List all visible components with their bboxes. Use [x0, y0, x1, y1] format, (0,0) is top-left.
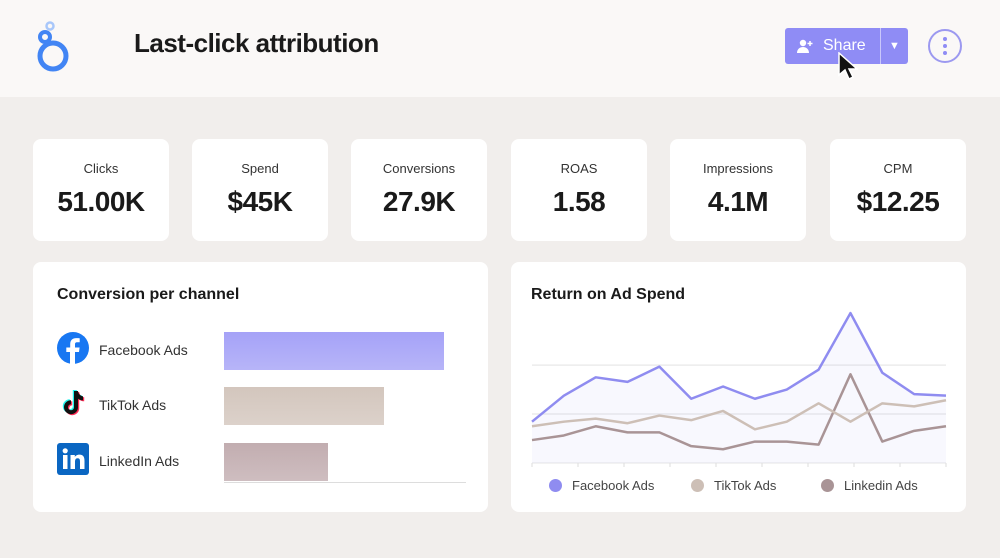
kpi-card-roas: ROAS 1.58: [511, 139, 647, 241]
series-line-facebook-ads: [531, 311, 947, 423]
logo-icon: [37, 21, 69, 72]
kpi-label: Impressions: [702, 161, 774, 176]
channel-bar: [224, 387, 384, 425]
channel-label: TikTok Ads: [99, 396, 167, 413]
share-button-group: Share ▼: [785, 28, 908, 64]
kpi-value: 1.58: [552, 186, 606, 217]
kpi-value: 51.00K: [57, 186, 145, 217]
kpi-card-cpm: CPM $12.25: [830, 139, 966, 241]
kpi-value: $45K: [227, 186, 293, 217]
legend-label: Facebook Ads: [572, 478, 655, 493]
legend-label: TikTok Ads: [714, 478, 777, 493]
channel-bar: [224, 443, 328, 481]
kpi-value: 27.9K: [382, 186, 456, 217]
facebook-area: [532, 313, 946, 463]
header-bar: Last-click attribution Share ▼: [0, 0, 1000, 97]
channel-label: Facebook Ads: [99, 341, 188, 358]
legend-item: Facebook Ads: [549, 478, 654, 493]
legend-item: Linkedin Ads: [821, 478, 918, 493]
kpi-card-impressions: Impressions 4.1M: [670, 139, 806, 241]
legend-dot-icon: [691, 479, 704, 492]
panel-title: Conversion per channel: [57, 286, 240, 303]
panel-title: Return on Ad Spend: [531, 286, 686, 303]
more-options-button[interactable]: [928, 29, 962, 63]
linkedin-icon: [57, 443, 89, 478]
series-line-tiktok-ads: [531, 399, 947, 431]
tiktok-icon: [57, 387, 89, 422]
kpi-value: $12.25: [856, 186, 940, 217]
kpi-label: ROAS: [560, 161, 598, 176]
share-label: Share: [823, 37, 866, 54]
legend-label: Linkedin Ads: [844, 478, 918, 493]
channel-bar: [224, 332, 444, 370]
legend-item: TikTok Ads: [691, 478, 776, 493]
legend-dot-icon: [821, 479, 834, 492]
page-title: Last-click attribution: [134, 28, 379, 58]
legend-dot-icon: [549, 479, 562, 492]
facebook-icon: [57, 332, 89, 367]
series-line-linkedin-ads: [531, 373, 947, 451]
share-dropdown-button[interactable]: ▼: [881, 40, 908, 52]
kpi-label: Clicks: [83, 161, 119, 176]
kpi-label: Spend: [241, 161, 279, 176]
kpi-card-spend: Spend $45K: [192, 139, 328, 241]
channel-tiktok-ads: TikTok Ads: [57, 387, 166, 422]
add-person-icon: [797, 39, 813, 53]
kpi-label: Conversions: [382, 161, 456, 176]
share-button[interactable]: Share: [785, 28, 881, 64]
kpi-card-conversions: Conversions 27.9K: [351, 139, 487, 241]
channel-label: LinkedIn Ads: [99, 452, 180, 469]
kpi-card-clicks: Clicks 51.00K: [33, 139, 169, 241]
roas-panel: Return on Ad Spend Facebook Ads TikTok Ad…: [511, 262, 966, 512]
mouse-cursor-icon: [838, 52, 858, 80]
kpi-value: 4.1M: [707, 186, 769, 217]
caret-down-icon: ▼: [889, 40, 900, 52]
kpi-label: CPM: [883, 161, 913, 176]
roas-line-chart: [531, 311, 947, 467]
channel-linkedin-ads: LinkedIn Ads: [57, 443, 179, 478]
channel-facebook-ads: Facebook Ads: [57, 332, 188, 367]
conversion-per-channel-panel: Conversion per channel Facebook Ads TikT…: [33, 262, 488, 512]
bar-axis: [224, 482, 466, 483]
